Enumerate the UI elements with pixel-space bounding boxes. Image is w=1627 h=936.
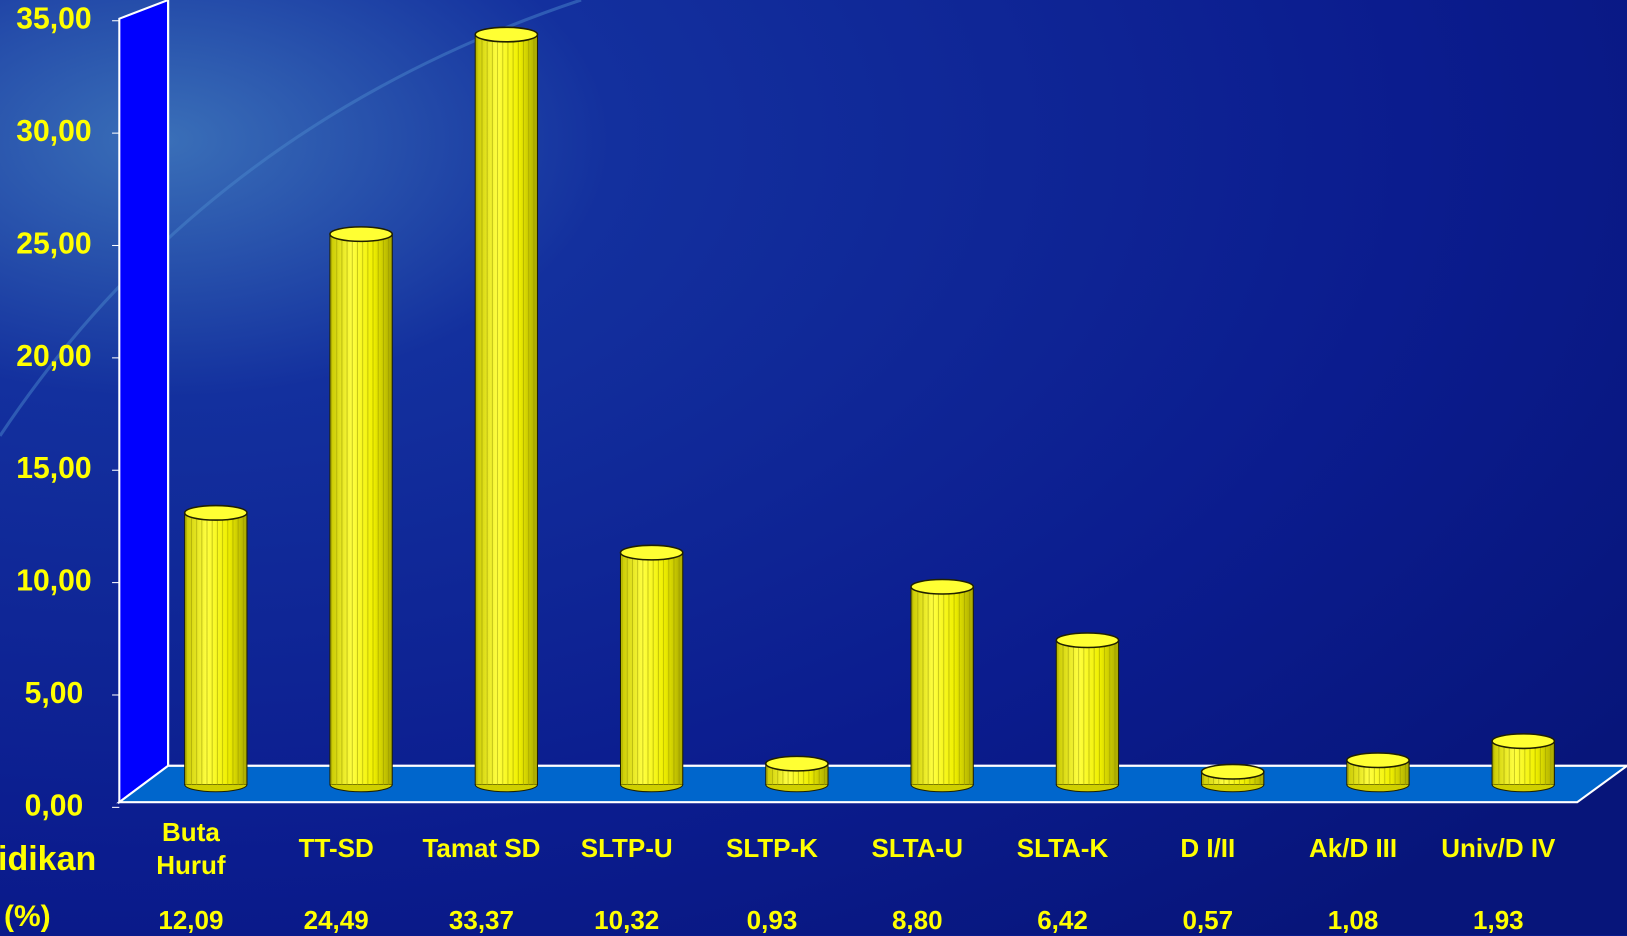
bar-stripes bbox=[911, 586, 974, 785]
bar-stripes bbox=[475, 34, 538, 785]
value-label: 6,42 bbox=[1037, 904, 1088, 935]
bars bbox=[183, 26, 1556, 793]
y-tick-label: 15,00 bbox=[16, 452, 91, 485]
bar-base bbox=[329, 784, 393, 793]
value-label: 1,93 bbox=[1473, 904, 1524, 935]
value-label: 0,57 bbox=[1182, 904, 1234, 935]
bar-base bbox=[1491, 784, 1555, 793]
row-label: idikan bbox=[0, 839, 97, 878]
bar-stripes bbox=[620, 552, 683, 785]
x-tick-label: Ak/D III bbox=[1308, 833, 1398, 864]
value-label: 10,32 bbox=[594, 904, 660, 935]
x-tick-label: SLTA-U bbox=[871, 833, 963, 864]
bar-top bbox=[1346, 752, 1410, 769]
bar-base bbox=[1201, 784, 1265, 793]
row-label: (%) bbox=[4, 900, 51, 934]
bar-base bbox=[1346, 784, 1410, 793]
value-label: 8,80 bbox=[891, 904, 943, 935]
x-tick-label: Univ/D IV bbox=[1441, 833, 1556, 864]
bar-base bbox=[1055, 784, 1120, 793]
y-tick-label: 5,00 bbox=[25, 677, 84, 710]
y-tick-label: 25,00 bbox=[16, 227, 91, 260]
bar-base bbox=[910, 784, 974, 793]
x-tick-label: TT-SD bbox=[298, 833, 374, 864]
bar-top bbox=[1491, 733, 1556, 750]
bar-base bbox=[765, 784, 829, 793]
bar-top bbox=[183, 504, 248, 521]
y-tick-label: 10,00 bbox=[16, 565, 91, 598]
bar-stripes bbox=[329, 234, 393, 785]
x-tick-label: SLTA-K bbox=[1016, 833, 1109, 864]
bar-top bbox=[619, 544, 684, 561]
x-tick-label: SLTP-K bbox=[726, 833, 818, 864]
x-tick-label: Buta Huruf bbox=[156, 817, 226, 880]
bar-top bbox=[329, 226, 394, 243]
y-tick-label: 30,00 bbox=[16, 115, 91, 148]
value-label: 0,93 bbox=[746, 904, 798, 935]
bar-stripes bbox=[1056, 640, 1119, 785]
bar-top bbox=[764, 755, 829, 772]
x-tick-label: SLTP-U bbox=[580, 833, 673, 864]
bar-top bbox=[474, 26, 539, 43]
bar-base bbox=[474, 784, 539, 793]
bar-stripes bbox=[184, 512, 247, 785]
bar-top bbox=[1055, 632, 1120, 649]
bar-base bbox=[619, 784, 684, 793]
value-label: 12,09 bbox=[158, 904, 224, 935]
bar-top bbox=[910, 578, 975, 595]
bar-base bbox=[184, 784, 248, 793]
y-tick-label: 20,00 bbox=[16, 340, 91, 373]
y-tick-label: 0,00 bbox=[25, 789, 84, 822]
bar-top bbox=[1200, 763, 1265, 780]
y-tick-label: 35,00 bbox=[16, 3, 91, 36]
x-tick-label: Tamat SD bbox=[422, 833, 541, 864]
x-tick-label: D I/II bbox=[1180, 833, 1236, 864]
value-label: 33,37 bbox=[448, 904, 514, 935]
left-wall bbox=[118, 0, 170, 805]
value-label: 1,08 bbox=[1327, 904, 1379, 935]
value-label: 24,49 bbox=[303, 904, 369, 935]
